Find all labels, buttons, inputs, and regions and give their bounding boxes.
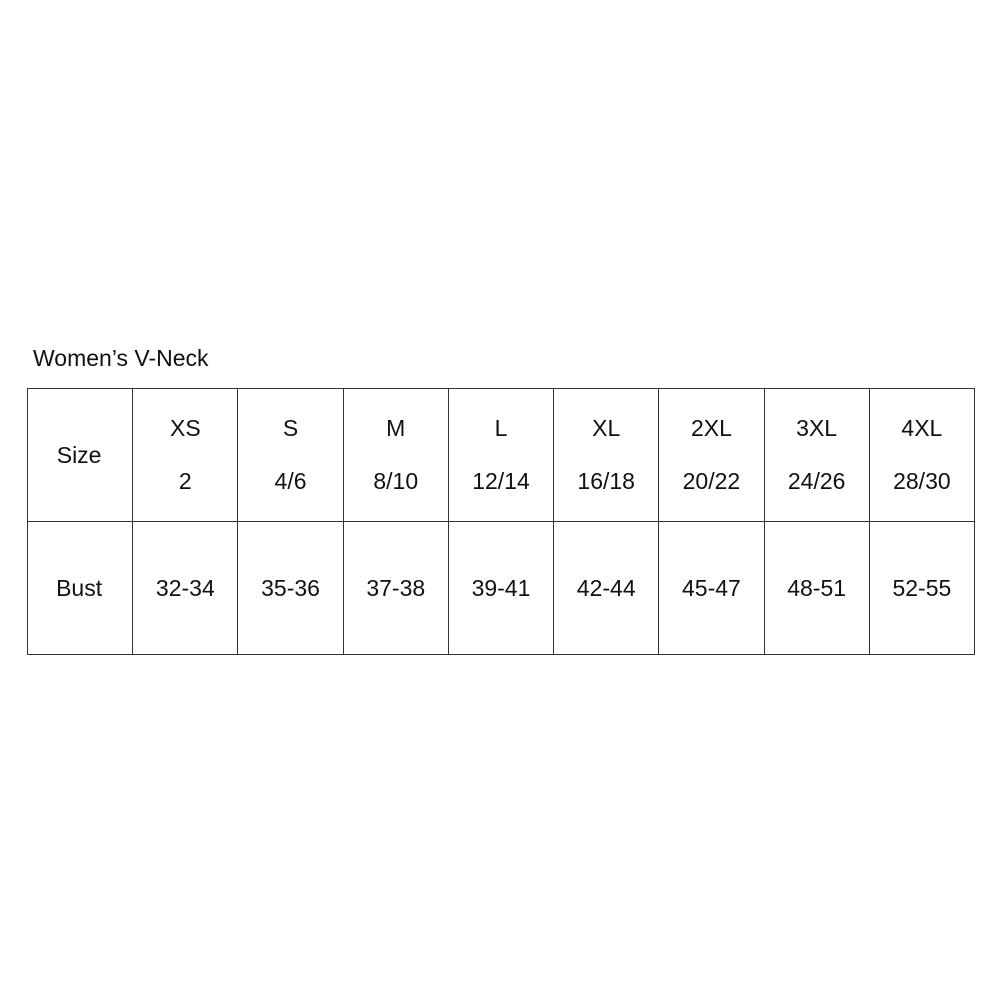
size-cell: 3XL 24/26 (763, 388, 870, 522)
size-number: 2 (178, 468, 192, 494)
size-label: 3XL (796, 415, 838, 441)
bust-cell: 45-47 (658, 521, 765, 655)
size-cell: XS 2 (132, 388, 239, 522)
bust-cell: 42-44 (553, 521, 660, 655)
bust-cell: 39-41 (447, 521, 555, 655)
size-label: XS (169, 415, 201, 441)
bust-cell: 52-55 (868, 521, 976, 655)
size-label: M (386, 415, 406, 441)
size-number: 24/26 (787, 468, 846, 494)
bust-cell: 37-38 (342, 521, 449, 655)
chart-title: Women’s V-Neck (33, 345, 209, 371)
size-cell: 2XL 20/22 (658, 388, 765, 522)
bust-label-cell: Bust (26, 521, 134, 655)
bust-cell: 35-36 (237, 521, 344, 655)
size-label: XL (592, 415, 621, 441)
size-row: Size XS 2 S 4/6 M 8/10 L 12/14 XL 16/18 2XL 20/22 3X… (26, 388, 976, 522)
size-label: S (282, 415, 299, 441)
size-cell: M 8/10 (342, 388, 449, 522)
size-cell: L 12/14 (447, 388, 555, 522)
size-number: 16/18 (577, 468, 635, 494)
size-label: 4XL (901, 415, 943, 441)
size-label: L (494, 415, 508, 441)
size-header-label: Size (56, 441, 102, 468)
size-number: 28/30 (893, 468, 951, 494)
bust-cell: 32-34 (132, 521, 239, 655)
size-cell: 4XL 28/30 (868, 388, 976, 522)
bust-cell: 48-51 (763, 521, 870, 655)
size-header-cell: Size (26, 388, 134, 522)
bust-row: Bust 32-34 35-36 37-38 39-41 42-44 45-47 48-51… (26, 521, 976, 655)
size-cell: XL 16/18 (553, 388, 660, 522)
size-number: 4/6 (274, 468, 307, 494)
size-number: 12/14 (472, 468, 530, 494)
size-number: 8/10 (373, 468, 419, 494)
bust-row-label: Bust (56, 574, 103, 601)
size-chart-table: Size XS 2 S 4/6 M 8/10 L 12/14 XL 16/18 2XL 20/22 3X… (26, 388, 976, 655)
size-number: 20/22 (682, 468, 741, 494)
size-label: 2XL (690, 415, 732, 441)
size-cell: S 4/6 (237, 388, 344, 522)
